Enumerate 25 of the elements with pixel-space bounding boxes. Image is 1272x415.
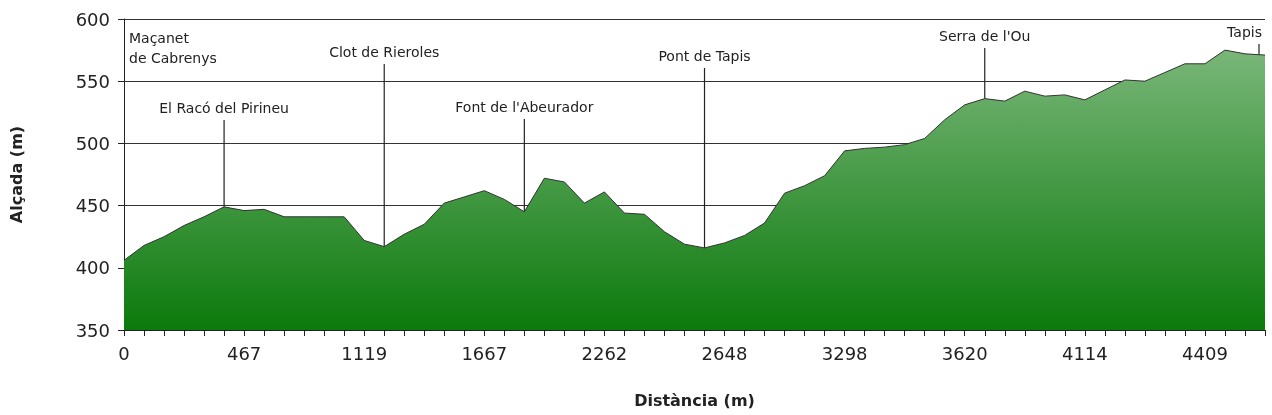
y-tick-label: 600 [75,8,110,30]
x-tick-label: 3298 [821,342,868,364]
annotation: Maçanet de Cabrenys [129,30,217,66]
x-tick-label: 2648 [701,342,748,364]
x-tick-label: 4114 [1061,342,1108,364]
x-tick-label: 4409 [1182,342,1228,364]
x-tick-label: 1119 [341,342,388,364]
annotation: El Racó del Pirineu [159,100,289,116]
x-tick-label: 1667 [461,342,508,364]
y-tick-label: 550 [75,70,110,92]
annotation: Pont de Tapis [658,48,751,64]
y-tick-label: 400 [75,257,110,279]
y-tick-label: 500 [75,132,110,154]
x-tick-label: 2262 [581,342,628,364]
x-axis-title: Distància (m) [634,390,755,410]
x-tick-label: 467 [226,342,262,364]
y-tick-label: 350 [75,319,110,341]
annotation: Font de l'Abeurador [455,99,594,115]
x-tick-label: 0 [118,342,130,364]
annotation: Serra de l'Ou [939,28,1031,44]
x-tick-label: 3620 [941,342,988,364]
annotation: Clot de Rieroles [329,44,440,60]
y-tick-label: 450 [75,195,110,217]
y-axis-title: Alçada (m) [6,125,26,224]
annotation: Tapis [1226,24,1262,40]
